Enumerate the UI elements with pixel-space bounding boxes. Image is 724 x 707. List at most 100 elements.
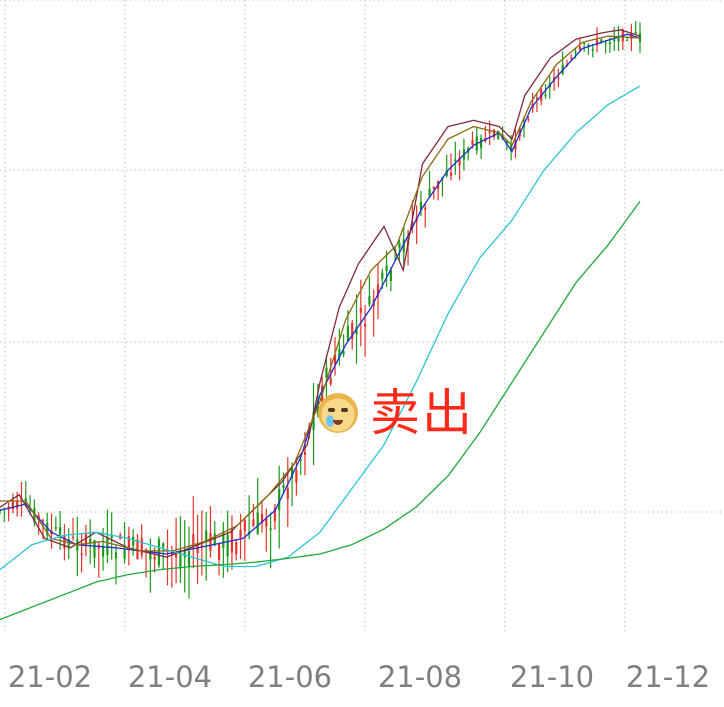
candle-body-38 (162, 543, 165, 548)
x-axis-band (0, 632, 724, 707)
candle-body-25 (106, 536, 109, 556)
candle-body-107 (458, 157, 461, 166)
candle-body-90 (385, 265, 388, 271)
candle-body-42 (179, 549, 182, 568)
candle-body-130 (557, 77, 560, 79)
candle-body-114 (488, 131, 491, 133)
candle-body-73 (312, 411, 315, 431)
candle-body-63 (269, 528, 272, 531)
candle-body-136 (583, 42, 586, 44)
candle-body-22 (93, 540, 96, 558)
candle-body-88 (376, 284, 380, 297)
candle-body-21 (89, 538, 92, 544)
candle-body-76 (325, 367, 328, 378)
candle-body-8 (33, 508, 36, 523)
candle-body-31 (132, 536, 135, 546)
candle-body-60 (256, 512, 259, 534)
candle-body-17 (71, 536, 75, 538)
candle-body-89 (381, 272, 384, 279)
candle-body-94 (402, 239, 405, 252)
x-tick-label-2: 21-06 (247, 660, 333, 694)
candle-body-26 (110, 534, 113, 538)
ma-line-0 (0, 33, 641, 555)
candle-body-134 (574, 51, 577, 53)
candle-body-82 (351, 323, 354, 339)
sell-label: 卖出 (370, 384, 474, 442)
candle-body-61 (260, 513, 264, 524)
candle-body-57 (243, 519, 246, 531)
candle-body-44 (187, 551, 191, 567)
candle-body-81 (346, 326, 350, 342)
x-tick-label-0: 21-02 (7, 660, 93, 694)
candle-body-98 (419, 201, 423, 211)
candle-body-105 (449, 172, 453, 176)
candle-body-30 (127, 536, 130, 550)
candle-body-141 (604, 42, 607, 44)
candle-body-51 (217, 543, 221, 560)
candle-body-127 (544, 94, 547, 97)
candle-body-65 (278, 489, 281, 510)
candle-body-78 (333, 354, 337, 365)
candle-body-32 (136, 539, 139, 560)
candle-body-70 (299, 459, 302, 461)
candle-body-3 (11, 501, 14, 510)
candle-body-142 (608, 42, 612, 45)
candle-body-110 (471, 140, 474, 145)
candle-body-79 (338, 348, 341, 358)
candle-body-68 (290, 467, 294, 479)
candle-body-86 (368, 296, 371, 305)
candle-body-93 (398, 242, 401, 249)
ma-line-2 (0, 35, 641, 552)
candle-body-52 (222, 531, 225, 549)
candle-body-45 (192, 534, 195, 547)
candle-body-83 (355, 326, 358, 335)
candle-body-135 (578, 46, 581, 50)
candle-body-148 (634, 31, 637, 34)
candle-body-33 (140, 538, 143, 555)
candle-body-19 (80, 553, 83, 556)
candle-body-13 (54, 527, 57, 529)
candle-body-69 (295, 470, 298, 483)
candle-body-119 (510, 144, 513, 152)
crying-cat-emoji-icon (318, 393, 358, 433)
candle-body-43 (183, 550, 186, 558)
candle-body-99 (424, 207, 427, 210)
candle-body-66 (282, 485, 285, 488)
ma-line-4 (0, 201, 641, 621)
candle-body-139 (595, 39, 599, 46)
candle-body-116 (497, 130, 500, 140)
candle-body-36 (153, 557, 156, 560)
ma-line-3 (0, 85, 641, 571)
candle-body-80 (342, 351, 345, 354)
candle-body-77 (329, 377, 332, 385)
ma-line-1 (0, 29, 641, 558)
candle-body-112 (479, 138, 483, 148)
candle-body-40 (170, 550, 173, 554)
candle-body-146 (626, 39, 629, 41)
candle-body-4 (16, 501, 19, 509)
candle-body-100 (428, 188, 431, 197)
candle-body-11 (46, 522, 49, 536)
candle-body-67 (286, 488, 289, 499)
candle-body-35 (149, 550, 152, 560)
candle-body-64 (273, 507, 276, 522)
candle-body-24 (101, 545, 105, 557)
sell-annotation: 卖出 (318, 388, 474, 438)
candle-body-10 (41, 520, 45, 522)
candle-body-29 (123, 549, 126, 559)
candle-body-50 (213, 533, 216, 546)
candle-body-9 (37, 515, 40, 520)
candle-body-123 (527, 119, 530, 121)
candle-body-71 (303, 452, 307, 455)
x-tick-label-4: 21-10 (509, 660, 595, 694)
candle-body-59 (252, 519, 255, 527)
candle-body-121 (518, 128, 521, 137)
candle-body-47 (200, 545, 203, 548)
candle-body-34 (144, 548, 148, 551)
candle-body-20 (84, 533, 88, 547)
candle-body-62 (265, 517, 268, 527)
x-tick-label-5: 21-12 (625, 660, 711, 694)
candle-body-91 (389, 269, 392, 281)
